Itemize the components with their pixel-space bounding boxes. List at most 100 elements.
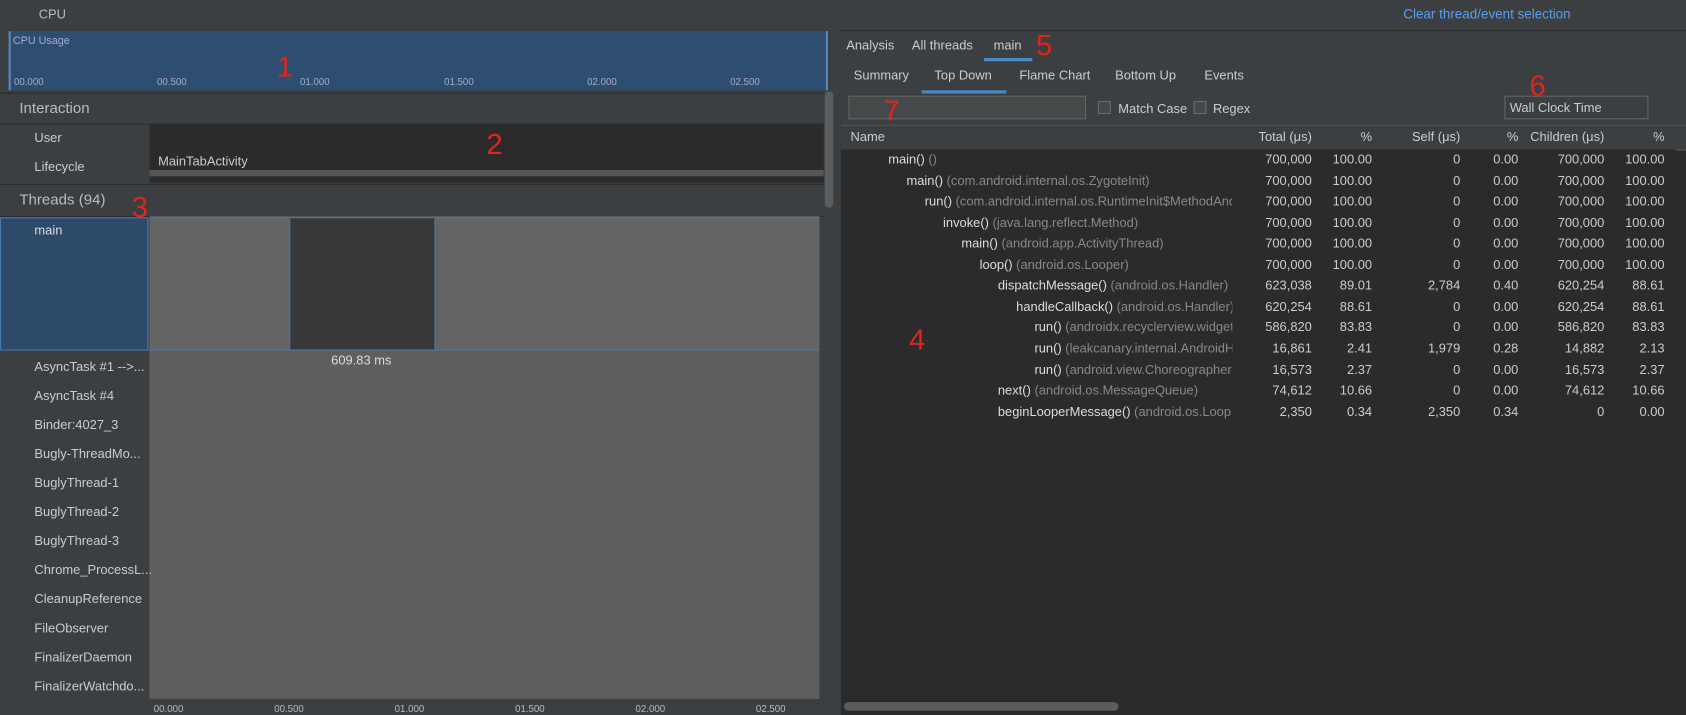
clear-selection-link[interactable]: Clear thread/event selection: [1403, 6, 1571, 22]
value-cell: 0.00: [1493, 256, 1519, 272]
cpu-tick-label: 02.000: [587, 76, 617, 88]
thread-name[interactable]: BuglyThread-1: [34, 475, 120, 491]
value-cell: 16,573: [1564, 361, 1605, 377]
column-header: Children (μs): [1530, 129, 1605, 145]
method-cell[interactable]: next() (android.os.MessageQueue): [998, 383, 1232, 398]
value-cell: 0.00: [1493, 298, 1519, 314]
cpu-tick-label: 00.500: [156, 76, 187, 88]
value-cell: 2.41: [1346, 340, 1373, 356]
annotation-number: 1: [276, 50, 294, 83]
value-cell: 100.00: [1332, 193, 1373, 209]
value-cell: 700,000: [1265, 151, 1312, 167]
annotation-number: 2: [486, 127, 503, 161]
method-cell[interactable]: invoke() (java.lang.reflect.Method): [943, 215, 1232, 230]
match-case-label[interactable]: Match Case: [1118, 101, 1188, 117]
analysis-tab[interactable]: Analysis: [846, 37, 895, 53]
value-cell: 0.00: [1493, 361, 1519, 377]
analysis-tab[interactable]: All threads: [911, 37, 973, 53]
thread-name[interactable]: FinalizerWatchdo...: [34, 678, 145, 694]
method-class: (android.os.Handler): [1106, 277, 1229, 293]
value-cell: 100.00: [1332, 151, 1373, 167]
value-cell: 0.34: [1346, 403, 1373, 419]
value-cell: 0.00: [1493, 319, 1519, 335]
thread-name[interactable]: AsyncTask #4: [34, 388, 115, 404]
column-header: Name: [850, 129, 885, 145]
method-cell[interactable]: handleCallback() (android.os.Handler): [1016, 299, 1232, 314]
value-cell: 100.00: [1332, 256, 1373, 272]
value-cell: 100.00: [1332, 235, 1373, 251]
method-class: (android.os.Loop: [1130, 403, 1232, 419]
clock-select[interactable]: Wall Clock Time: [1509, 100, 1602, 116]
method-class: (android.os.MessageQueue): [1030, 382, 1199, 398]
thread-name[interactable]: Binder:4027_3: [34, 417, 119, 433]
value-cell: 700,000: [1265, 214, 1312, 230]
method-cell[interactable]: run() (leakcanary.internal.AndroidH: [1034, 341, 1232, 356]
interaction-row-label: User: [34, 130, 62, 146]
value-cell: 89.01: [1339, 277, 1373, 293]
value-cell: 0.00: [1493, 214, 1519, 230]
method-class: (): [924, 151, 937, 167]
value-cell: 16,861: [1272, 340, 1312, 356]
method-cell[interactable]: main() (android.app.ActivityThread): [961, 236, 1232, 251]
value-cell: 0.00: [1493, 151, 1519, 167]
thread-name[interactable]: FileObserver: [34, 620, 109, 636]
column-header: Self (μs): [1411, 129, 1461, 145]
thread-name: main: [34, 222, 63, 238]
value-cell: 100.00: [1625, 235, 1665, 251]
timeline-axis: [149, 698, 824, 715]
thread-name[interactable]: Chrome_ProcessL...: [34, 562, 153, 578]
interaction-row-label: Lifecycle: [34, 159, 85, 175]
selection-range: [289, 218, 436, 350]
value-cell: 10.66: [1339, 382, 1373, 398]
value-cell: 14,882: [1564, 340, 1605, 356]
value-cell: 620,254: [1265, 298, 1312, 314]
value-cell: 100.00: [1625, 172, 1665, 188]
analysis-subtab[interactable]: Bottom Up: [1115, 67, 1177, 83]
method-cell[interactable]: main() (com.android.internal.os.ZygoteIn…: [906, 173, 1232, 188]
value-cell: 700,000: [1557, 214, 1605, 230]
cpu-tick-label: 00.000: [13, 76, 44, 88]
value-cell: 0: [1597, 403, 1605, 419]
analysis-subtab[interactable]: Summary: [853, 67, 909, 83]
active-subtab-underline: [921, 90, 1007, 94]
regex-label[interactable]: Regex: [1212, 101, 1251, 117]
column-header: %: [1653, 129, 1665, 145]
value-cell: 100.00: [1625, 256, 1665, 272]
value-cell: 586,820: [1265, 319, 1312, 335]
method-cell[interactable]: dispatchMessage() (android.os.Handler): [998, 278, 1232, 293]
thread-name[interactable]: BuglyThread-2: [34, 504, 120, 520]
analysis-subtab[interactable]: Events: [1204, 67, 1244, 83]
analysis-subtab[interactable]: Top Down: [934, 67, 992, 83]
threads-header: [0, 183, 824, 218]
column-header: %: [1360, 129, 1373, 145]
thread-name[interactable]: Bugly-ThreadMo...: [34, 446, 141, 462]
value-cell: 1,979: [1427, 340, 1461, 356]
value-cell: 0: [1453, 256, 1461, 272]
value-cell: 700,000: [1557, 151, 1605, 167]
thread-name[interactable]: FinalizerDaemon: [34, 649, 132, 665]
method-cell[interactable]: beginLooperMessage() (android.os.Loop: [998, 404, 1232, 419]
interaction-header: [0, 92, 824, 125]
value-cell: 0.28: [1493, 340, 1519, 356]
clock-dropdown: [1504, 95, 1649, 120]
method-cell[interactable]: loop() (android.os.Looper): [980, 257, 1233, 272]
method-cell[interactable]: run() (androidx.recyclerview.widget: [1034, 320, 1232, 335]
value-cell: 700,000: [1265, 256, 1312, 272]
method-cell[interactable]: run() (android.view.Choreographer: [1034, 362, 1232, 377]
analysis-tab[interactable]: main: [993, 37, 1022, 53]
h-scrollbar: [844, 702, 1119, 711]
value-cell: 0.40: [1493, 277, 1519, 293]
method-cell[interactable]: run() (com.android.internal.os.RuntimeIn…: [925, 194, 1233, 209]
value-cell: 586,820: [1557, 319, 1605, 335]
method-cell[interactable]: main() (): [888, 152, 1232, 167]
timeline-tick-label: 02.500: [755, 703, 786, 714]
method-name: run(): [1034, 319, 1062, 335]
thread-name[interactable]: CleanupReference: [34, 591, 143, 607]
value-cell: 0.00: [1493, 193, 1519, 209]
value-cell: 0: [1453, 214, 1461, 230]
annotation-number: 7: [883, 94, 900, 127]
analysis-subtab[interactable]: Flame Chart: [1019, 67, 1091, 83]
thread-name[interactable]: BuglyThread-3: [34, 533, 120, 549]
profiler-select[interactable]: CPU: [38, 6, 66, 22]
thread-name[interactable]: AsyncTask #1 -->...: [34, 359, 145, 375]
